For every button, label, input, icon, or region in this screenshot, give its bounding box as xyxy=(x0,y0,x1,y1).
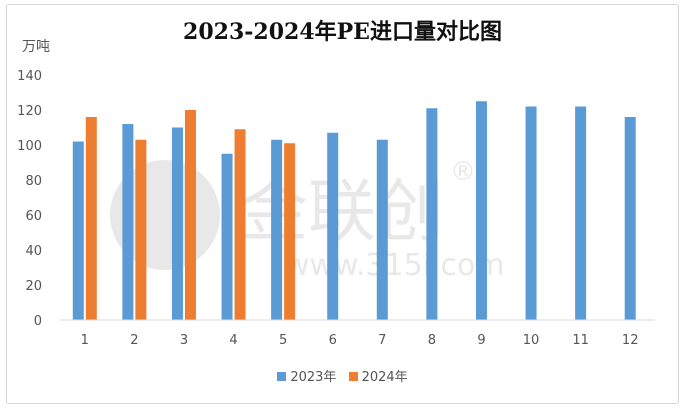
x-tick-label: 7 xyxy=(378,333,386,348)
y-tick-label: 20 xyxy=(25,279,42,294)
x-tick-label: 6 xyxy=(329,333,337,348)
legend-item-2023: 2023年 xyxy=(277,366,336,385)
bar-2023-month-7 xyxy=(376,139,388,320)
bar-2023-month-8 xyxy=(426,108,438,320)
y-tick-label: 80 xyxy=(25,174,42,189)
chart-legend: 2023年 2024年 xyxy=(0,366,685,385)
y-tick-label: 0 xyxy=(34,314,42,329)
legend-swatch-2023 xyxy=(277,372,287,381)
bar-2024-month-2 xyxy=(135,139,147,320)
watermark-site: www.315i.com xyxy=(285,248,505,283)
bar-2023-month-10 xyxy=(525,106,537,320)
x-tick-label: 4 xyxy=(229,333,237,348)
bar-2023-month-5 xyxy=(271,139,283,320)
chart-frame xyxy=(6,4,679,404)
x-tick-label: 5 xyxy=(279,333,287,348)
bar-2024-month-4 xyxy=(234,129,246,320)
bar-2023-month-6 xyxy=(327,132,339,320)
y-tick-label: 40 xyxy=(25,244,42,259)
legend-swatch-2024 xyxy=(348,372,358,381)
bar-2023-month-11 xyxy=(575,106,587,320)
x-tick-label: 8 xyxy=(428,333,436,348)
y-tick-label: 100 xyxy=(17,139,42,154)
bar-2024-month-3 xyxy=(184,110,196,320)
legend-label-2023: 2023年 xyxy=(290,370,337,385)
x-tick-label: 9 xyxy=(477,333,485,348)
x-tick-label: 3 xyxy=(180,333,188,348)
x-tick-label: 1 xyxy=(81,333,89,348)
bar-2023-month-3 xyxy=(171,127,183,320)
bar-2024-month-1 xyxy=(85,117,97,320)
x-tick-label: 12 xyxy=(622,333,639,348)
watermark-registered-mark: ® xyxy=(450,157,476,187)
bar-2024-month-5 xyxy=(284,143,296,320)
x-tick-label: 11 xyxy=(572,333,589,348)
x-tick-label: 10 xyxy=(523,333,540,348)
chart-title: 2023-2024年PE进口量对比图 xyxy=(183,19,502,45)
bar-2023-month-12 xyxy=(624,117,636,320)
legend-item-2024: 2024年 xyxy=(348,366,408,385)
x-tick-label: 2 xyxy=(130,333,138,348)
y-axis-unit-label: 万吨 xyxy=(22,39,50,55)
bar-2023-month-2 xyxy=(122,124,134,320)
y-tick-label: 120 xyxy=(17,104,42,119)
bar-2023-month-4 xyxy=(221,153,233,320)
y-tick-label: 140 xyxy=(17,69,42,84)
y-tick-label: 60 xyxy=(25,209,42,224)
legend-label-2024: 2024年 xyxy=(361,370,408,385)
bar-2023-month-1 xyxy=(72,141,84,320)
bar-2023-month-9 xyxy=(475,101,487,320)
